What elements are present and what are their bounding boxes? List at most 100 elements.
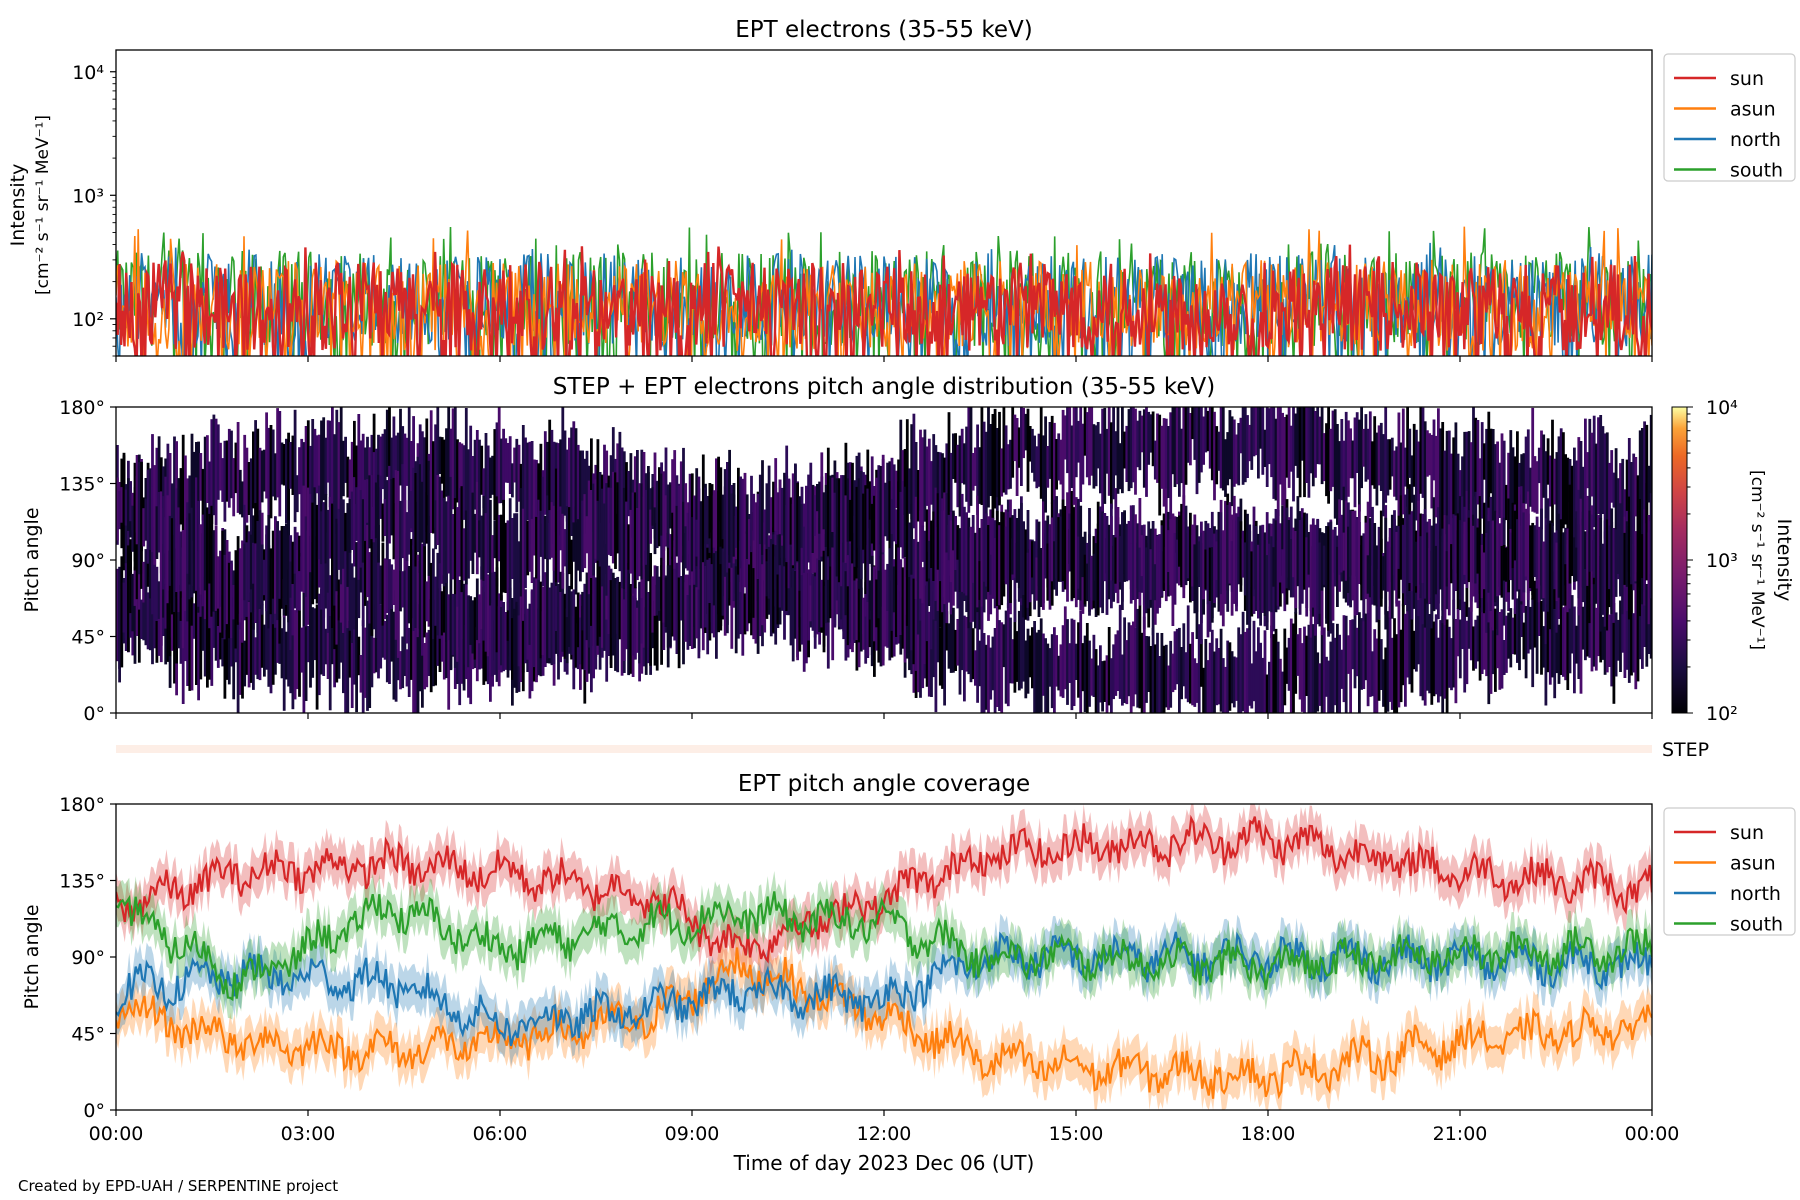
heat-cell [967,517,971,629]
heat-cell [166,443,170,502]
heat-cell [802,503,806,548]
heat-cell [625,582,628,649]
heat-cell [1480,422,1484,519]
heat-cell [976,495,979,608]
heat-cell [219,442,222,491]
heat-cell [1353,417,1357,508]
heat-cell [366,524,369,598]
heat-cell [1573,537,1576,582]
heat-cell [385,614,389,683]
heat-cell [159,457,163,505]
heat-cell [1191,524,1194,587]
heat-cell [805,485,808,569]
heat-cell [276,606,279,663]
heat-cell [372,452,376,543]
heat-cell [445,428,448,497]
heat-cell [1623,532,1627,585]
heat-cell [1406,597,1409,678]
heat-cell [1478,458,1482,504]
heat-cell [1623,568,1627,678]
heat-cell [754,502,758,542]
y-tick-label: 10⁴ [72,62,104,84]
heat-cell [287,520,290,623]
heat-cell [1485,428,1488,535]
heat-cell [337,422,341,524]
heat-cell [1355,412,1359,473]
heat-cell [1118,604,1122,699]
heat-cell [1349,620,1352,713]
heat-cell [1463,431,1467,535]
heat-cell [1057,655,1061,691]
heat-cell [210,419,214,524]
heat-cell [252,542,255,584]
heat-cell [1037,629,1041,713]
heat-cell [1044,416,1047,513]
heat-cell [291,626,295,710]
heat-cell [177,478,181,527]
heat-cell [1441,541,1445,611]
heat-cell [1303,520,1306,587]
heat-cell [965,426,968,502]
heat-cell [513,614,516,665]
heat-cell [805,559,808,664]
heat-cell [677,486,681,565]
heat-cell [320,420,323,529]
heat-cell [1158,551,1162,608]
heat-cell [1281,549,1284,594]
heat-cell [469,518,473,561]
heat-cell [144,498,148,541]
heat-cell [1020,407,1023,486]
step-label: STEP [1662,739,1709,761]
heat-cell [241,598,244,699]
heat-cell [1145,407,1148,497]
heat-cell [1318,416,1322,465]
heat-cell [1491,627,1495,675]
heat-cell [818,518,821,567]
heat-cell [748,560,751,624]
heat-cell [186,502,189,574]
heat-cell [855,486,859,579]
heat-cell [568,507,571,575]
heat-cell [976,424,979,515]
heat-cell [1232,656,1236,708]
heat-cell [1340,419,1344,501]
heat-cell [991,517,995,598]
heat-cell [927,540,931,579]
heat-cell [388,465,391,544]
heat-cell [322,417,326,501]
heat-cell [256,428,260,533]
heat-cell [524,541,527,589]
heat-cell [225,540,229,625]
heat-cell [1636,475,1640,590]
heat-cell [576,592,580,648]
heat-cell [366,600,369,711]
heat-cell [603,503,606,548]
heat-cell [1419,407,1423,494]
heat-cell [342,499,345,569]
heat-cell [791,546,795,588]
heat-cell [1410,511,1414,592]
heat-cell [1215,426,1219,485]
heat-cell [1072,407,1076,505]
heat-cell [550,429,554,521]
y-tick-label: 135° [59,871,105,893]
heat-cell [1197,541,1201,587]
heat-cell [388,407,391,491]
heat-cell [243,434,247,541]
heat-cell [335,409,339,522]
heat-cell [456,507,459,607]
heat-cell [1305,635,1309,696]
heat-cell [131,505,135,552]
heat-cell [616,443,620,514]
heat-cell [1178,515,1181,567]
heat-cell [1169,412,1173,528]
heat-cell [364,627,367,698]
heat-cell [1347,420,1350,497]
heat-cell [1004,425,1008,495]
heat-cell [1167,530,1170,572]
heat-cell [1630,479,1633,585]
heat-cell [1395,446,1399,501]
heat-cell [1336,424,1339,525]
heat-cell [232,597,236,700]
heat-cell [859,471,863,579]
